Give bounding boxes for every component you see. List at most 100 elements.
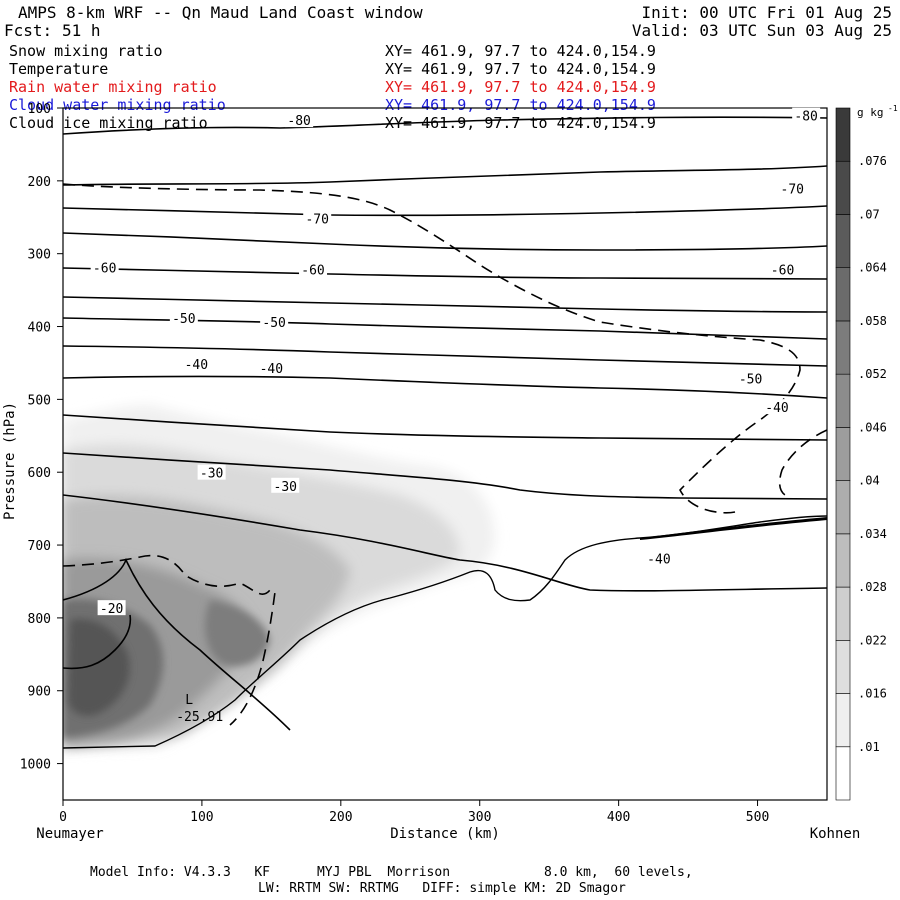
field-xy-temperature: XY= 461.9, 97.7 to 424.0,154.9: [385, 60, 656, 78]
isotherm-label: -60: [93, 261, 116, 276]
isotherm-label: -60: [771, 263, 794, 278]
isotherm-label: -40: [765, 401, 788, 416]
x-tick-label: 0: [59, 810, 67, 825]
shading-core-2: [205, 600, 270, 667]
minimum-value: -25.91: [176, 710, 223, 725]
colorbar-bin: [835, 267, 851, 322]
mixing-ratio-contour-kohnen: [778, 429, 827, 498]
isotherm-label-bg: [285, 112, 314, 128]
colorbar-bin: [835, 693, 851, 748]
model-info-line-1: Model Info: V4.3.3 KF MYJ PBL Morrison 8…: [90, 865, 693, 880]
colorbar-bin: [835, 746, 851, 801]
y-tick-label: 300: [28, 248, 51, 263]
colorbar: .01 .016 .022 .028 .034 .04 .046 .052 .058 .064 .0…: [835, 104, 898, 801]
y-tick-label: 100: [28, 102, 51, 117]
isotherm-minus-20: [63, 557, 291, 731]
colorbar-unit-exponent: -1: [888, 104, 898, 113]
isotherm-label-bg: [303, 210, 332, 226]
x-left-station-label: Neumayer: [36, 826, 103, 842]
isotherm-label-bg: [762, 399, 791, 415]
colorbar-label: .01: [858, 740, 880, 754]
x-tick-label: 500: [746, 810, 769, 825]
isotherm-minus-35: [63, 414, 827, 441]
y-tick-label: 700: [28, 539, 51, 554]
x-axis: 0 100 200 300 400 500: [59, 800, 769, 825]
isotherm-minus-40: [63, 375, 827, 399]
colorbar-bin: [835, 533, 851, 588]
isotherm-label: -50: [739, 373, 762, 388]
model-info-line-2: LW: RRTM SW: RRTMG DIFF: simple KM: 2D S…: [258, 881, 626, 896]
forecast-hours: 51 h: [62, 21, 101, 40]
isotherm-minus-60: [63, 267, 827, 280]
colorbar-bin: [835, 160, 851, 215]
terrain-ridge-kohnen: [640, 517, 827, 540]
mixing-ratio-contour-0-016: [63, 554, 276, 726]
isotherm-label-bg: [260, 313, 289, 329]
colorbar-bin: [835, 586, 851, 641]
mixing-ratio-contours: [63, 183, 827, 726]
colorbar-label: .058: [858, 314, 887, 328]
isotherm-minus-30: [63, 452, 827, 500]
field-xy-cloud-water: XY= 461.9, 97.7 to 424.0,154.9: [385, 96, 656, 114]
isotherm-minus-25: [63, 494, 827, 592]
y-tick-label: 900: [28, 685, 51, 700]
y-tick-label: 400: [28, 321, 51, 336]
field-label-temperature: Temperature: [9, 60, 109, 78]
colorbar-label: .064: [858, 261, 887, 275]
isotherm-label-bg: [169, 310, 198, 326]
model-title: AMPS 8-km WRF -- Qn Maud Land Coast wind…: [18, 3, 423, 22]
temperature-isotherms: [63, 116, 827, 731]
field-xy-rain: XY= 461.9, 97.7 to 424.0,154.9: [385, 78, 656, 96]
colorbar-label: .076: [858, 154, 887, 168]
colorbar-bin: [835, 373, 851, 428]
isotherm-label-bg: [778, 180, 807, 196]
init-time: Init: 00 UTC Fri 01 Aug 25: [641, 3, 892, 22]
isotherm-minus-45: [63, 345, 827, 367]
isotherm-minus-55: [63, 296, 827, 313]
isotherm-label: -70: [781, 183, 804, 198]
isotherm-label-bg: [97, 600, 126, 616]
colorbar-bin: [835, 427, 851, 481]
isotherm-label: -40: [185, 358, 208, 373]
isotherm-label-bg: [792, 107, 821, 123]
isotherm-label: -80: [287, 114, 310, 129]
isotherm-label: -30: [200, 467, 223, 482]
colorbar-label: .04: [858, 474, 880, 488]
colorbar-label: .022: [858, 633, 887, 647]
x-axis-label: Distance (km): [390, 826, 500, 842]
colorbar-label: .046: [858, 420, 887, 434]
colorbar-label: .016: [858, 687, 887, 701]
mixing-ratio-contour-0-01: [63, 183, 801, 514]
x-tick-label: 200: [329, 810, 352, 825]
isotherm-label: -50: [262, 316, 285, 331]
isotherm-label: -80: [794, 110, 817, 125]
field-label-cloud-ice: Cloud ice mixing ratio: [9, 114, 208, 132]
isotherm-minus-70: [63, 205, 827, 217]
isotherm-label-bg: [299, 261, 328, 277]
shading-core: [68, 619, 130, 716]
mixing-ratio-shading: [63, 405, 495, 750]
field-xy-cloud-ice: XY= 461.9, 97.7 to 424.0,154.9: [385, 114, 656, 132]
isotherm-minus-80: [63, 116, 827, 135]
isotherm-label-bg: [736, 370, 765, 386]
isotherm-label: -70: [305, 212, 328, 227]
isotherm-label-bg: [182, 356, 211, 372]
field-label-rain: Rain water mixing ratio: [9, 78, 217, 96]
isotherm-label: -40: [260, 362, 283, 377]
y-tick-label: 800: [28, 612, 51, 627]
valid-time: Valid: 03 UTC Sun 03 Aug 25: [631, 21, 892, 40]
isotherm-label-bg: [257, 359, 286, 375]
y-axis-label: Pressure (hPa): [2, 402, 18, 520]
colorbar-label: .07: [858, 207, 880, 221]
forecast-label: Fcst:: [4, 21, 53, 40]
x-tick-label: 300: [468, 810, 491, 825]
y-tick-label: 500: [28, 393, 51, 408]
colorbar-bin: [835, 320, 851, 375]
y-tick-label: 600: [28, 466, 51, 481]
isotherm-label-bg: [644, 550, 673, 566]
isotherm-label: -40: [647, 553, 670, 568]
x-right-station-label: Kohnen: [810, 826, 861, 842]
colorbar-label: .052: [858, 367, 887, 381]
colorbar-unit: g kg: [857, 106, 884, 119]
